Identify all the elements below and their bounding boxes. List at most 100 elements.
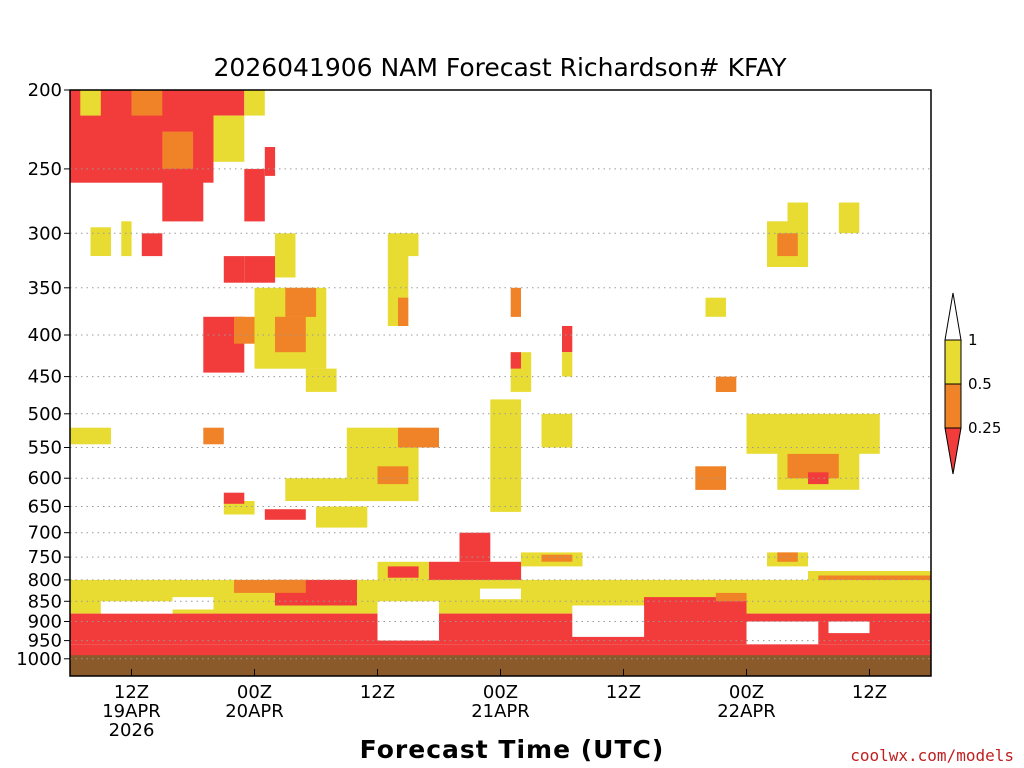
cell-red (223, 256, 245, 283)
cell-red (244, 168, 265, 222)
y-tick-label: 700 (28, 523, 62, 544)
legend: 1 0.5 0.25 (944, 292, 1001, 475)
cell-red (70, 644, 931, 657)
x-tick-label: 12Z (852, 682, 887, 703)
cell-orange (510, 287, 521, 317)
x-tick-label: 00Z (729, 682, 764, 703)
y-tick-label: 900 (28, 612, 62, 633)
cell-yellow (838, 202, 860, 234)
cell-yellow (705, 297, 726, 317)
cell-orange (777, 552, 798, 562)
legend-label: 0.25 (968, 419, 1001, 437)
x-tick-label: 22APR (717, 701, 776, 722)
cell-yellow (316, 506, 368, 528)
y-tick-label: 400 (28, 325, 62, 346)
legend-swatch-yellow (944, 339, 962, 385)
cell-red (510, 352, 521, 369)
cell-yellow (275, 233, 296, 278)
cell-yellow (490, 399, 522, 512)
cell-yellow (213, 115, 245, 162)
cell-yellow (787, 202, 808, 228)
cell-orange (398, 427, 439, 448)
cell-red (203, 90, 245, 116)
legend-swatch-orange (944, 383, 962, 429)
cell-orange (131, 90, 163, 116)
cell-gap (377, 601, 439, 641)
x-tick-label: 12Z (606, 682, 641, 703)
y-tick-label: 500 (28, 404, 62, 425)
cell-red (162, 168, 204, 222)
cell-yellow (70, 427, 111, 445)
cell-orange (541, 554, 573, 562)
cell-orange (203, 427, 224, 445)
cell-gap (572, 605, 645, 637)
x-tick-label: 00Z (483, 682, 518, 703)
cell-red (387, 566, 419, 578)
legend-swatch-red (944, 427, 962, 475)
cell-orange (695, 466, 727, 490)
cell-orange (715, 592, 747, 602)
cell-yellow (244, 90, 265, 116)
y-tick-label: 1000 (16, 649, 62, 670)
x-tick-label: 12Z (114, 682, 149, 703)
y-tick-label: 600 (28, 468, 62, 489)
cell-gap (828, 621, 870, 634)
y-axis-ticks: 200 250 300 350 400 450 500 550 600 650 700 7508008… (16, 80, 70, 670)
cell-orange (777, 233, 798, 257)
y-tick-label: 300 (28, 223, 62, 244)
cell-orange (398, 297, 409, 326)
cell-yellow (541, 413, 573, 448)
cell-orange (234, 579, 306, 593)
cell-gap (100, 601, 173, 614)
legend-label: 0.5 (968, 375, 992, 393)
ground-layer (70, 655, 931, 676)
heatmap-cells (70, 90, 932, 676)
cell-red (141, 233, 163, 257)
y-tick-label: 250 (28, 159, 62, 180)
x-axis-label: Forecast Time (UTC) (360, 735, 665, 764)
legend-label: 1 (968, 331, 978, 349)
cell-red (244, 256, 276, 283)
cell-yellow (398, 233, 419, 257)
y-tick-label: 550 (28, 438, 62, 459)
y-tick-label: 950 (28, 631, 62, 652)
cell-yellow (223, 501, 255, 515)
plot-frame (69, 89, 932, 677)
cell-orange (715, 376, 737, 392)
y-tick-label: 650 (28, 497, 62, 518)
x-tick-label: 12Z (360, 682, 395, 703)
cell-yellow (562, 352, 573, 377)
y-tick-label: 450 (28, 367, 62, 388)
y-tick-label: 750 (28, 547, 62, 568)
cell-red (264, 509, 306, 520)
x-tick-label: 00Z (237, 682, 272, 703)
cell-yellow (285, 478, 358, 501)
cell-orange (285, 287, 317, 317)
credit-text: coolwx.com/models (850, 746, 1014, 765)
y-tick-label: 200 (28, 80, 62, 101)
chart-title: 2026041906 NAM Forecast Richardson# KFAY (214, 53, 788, 82)
cell-red (459, 532, 491, 562)
cell-orange (234, 316, 255, 344)
cell-orange (377, 466, 409, 485)
cell-yellow (121, 221, 132, 257)
cell-gap (746, 621, 819, 645)
cell-red (223, 492, 245, 504)
y-tick-label: 350 (28, 278, 62, 299)
cell-yellow (80, 90, 101, 116)
legend-swatch-top (944, 292, 962, 341)
y-tick-label: 850 (28, 591, 62, 612)
x-tick-label: 20APR (225, 701, 284, 722)
x-tick-label: 21APR (471, 701, 530, 722)
cell-yellow (90, 227, 111, 256)
cell-gap (172, 597, 214, 610)
cell-yellow (305, 368, 337, 392)
y-tick-label: 800 (28, 570, 62, 591)
x-tick-label: 19APR (102, 701, 161, 722)
cell-red (562, 326, 573, 353)
cell-gap (480, 588, 521, 600)
cell-orange (162, 131, 194, 169)
x-tick-label: 2026 (109, 720, 155, 741)
